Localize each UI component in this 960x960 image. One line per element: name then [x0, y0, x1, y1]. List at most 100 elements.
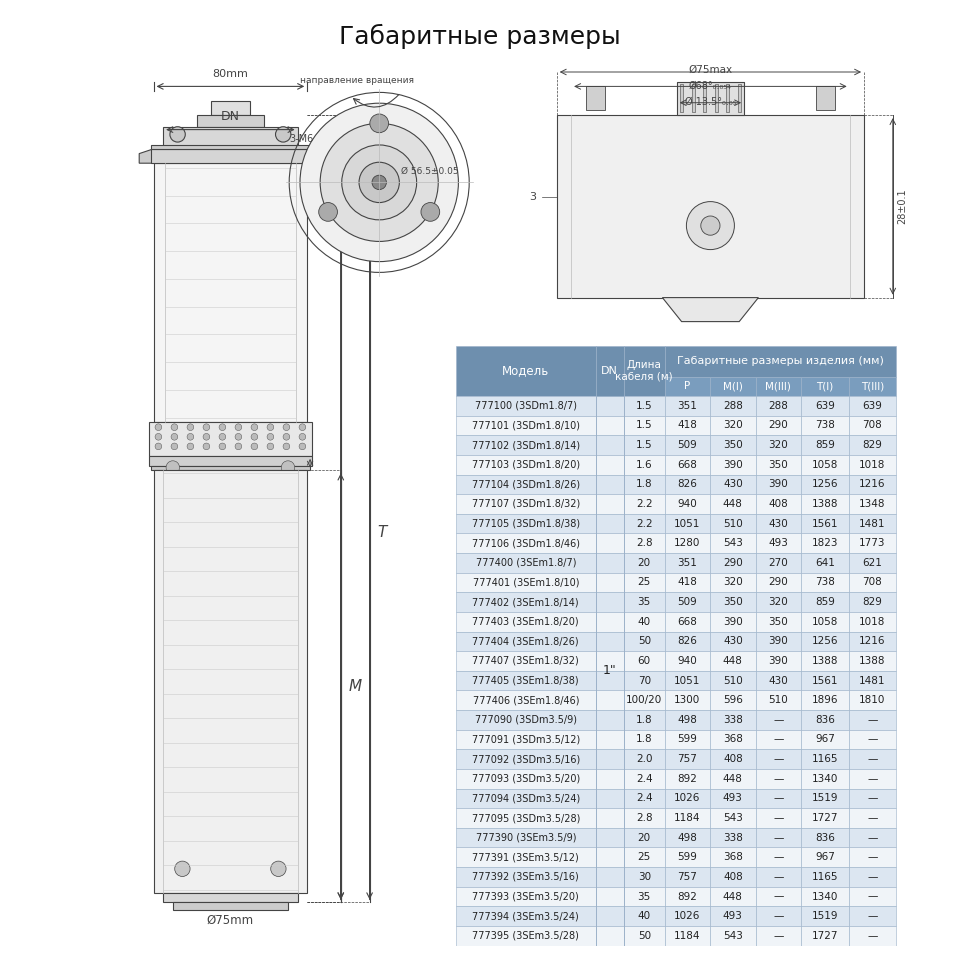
- Bar: [710, 455, 756, 474]
- Text: 2.4: 2.4: [636, 774, 653, 783]
- Bar: [849, 377, 896, 396]
- Bar: [456, 828, 595, 848]
- Text: Длина
кабеля (м): Длина кабеля (м): [615, 360, 673, 382]
- Text: 1": 1": [603, 664, 616, 678]
- Text: 859: 859: [815, 597, 835, 607]
- Text: 338: 338: [723, 715, 743, 725]
- Text: 100/20: 100/20: [626, 695, 662, 706]
- Circle shape: [219, 433, 226, 440]
- Text: 2.2: 2.2: [636, 518, 653, 529]
- Bar: [624, 592, 664, 612]
- Text: 777404 (3SEm1.8/26): 777404 (3SEm1.8/26): [472, 636, 579, 646]
- Bar: [756, 592, 802, 612]
- Text: —: —: [773, 892, 783, 901]
- Bar: [710, 671, 756, 690]
- Bar: [849, 553, 896, 573]
- Text: 1256: 1256: [811, 479, 838, 490]
- Bar: [595, 514, 624, 534]
- Bar: [710, 690, 756, 710]
- Circle shape: [251, 433, 257, 440]
- Bar: [710, 612, 756, 632]
- Bar: [756, 553, 802, 573]
- Text: 1340: 1340: [812, 774, 838, 783]
- Circle shape: [187, 444, 194, 449]
- Text: 30: 30: [637, 872, 651, 882]
- Bar: [802, 632, 849, 651]
- Bar: [595, 730, 624, 750]
- Text: T(III): T(III): [861, 381, 884, 392]
- Bar: [456, 553, 595, 573]
- Text: 738: 738: [815, 420, 835, 430]
- Bar: [710, 396, 756, 416]
- Text: 28±0.1: 28±0.1: [898, 188, 907, 225]
- Text: 777391 (3SEm3.5/12): 777391 (3SEm3.5/12): [472, 852, 579, 862]
- Text: 543: 543: [723, 931, 743, 941]
- Text: 777091 (3SDm3.5/12): 777091 (3SDm3.5/12): [471, 734, 580, 745]
- Text: 390: 390: [723, 616, 743, 627]
- Text: —: —: [773, 911, 783, 922]
- Text: 351: 351: [678, 401, 697, 411]
- Text: —: —: [773, 852, 783, 862]
- Text: 2.2: 2.2: [636, 499, 653, 509]
- Bar: [664, 671, 710, 690]
- Bar: [456, 455, 595, 474]
- Bar: [456, 769, 595, 788]
- Bar: [456, 416, 595, 435]
- Bar: [756, 435, 802, 455]
- Text: 543: 543: [723, 813, 743, 823]
- Text: 288: 288: [723, 401, 743, 411]
- Bar: [154, 470, 307, 893]
- Text: —: —: [773, 872, 783, 882]
- Bar: [595, 926, 624, 946]
- Text: —: —: [867, 734, 877, 745]
- Bar: [197, 115, 264, 127]
- Bar: [624, 671, 664, 690]
- Text: 829: 829: [862, 597, 882, 607]
- Circle shape: [421, 203, 440, 222]
- Text: 2.8: 2.8: [636, 539, 653, 548]
- Text: 390: 390: [723, 460, 743, 469]
- Text: Модель: Модель: [502, 364, 549, 377]
- Text: 40: 40: [637, 616, 651, 627]
- Bar: [456, 346, 595, 396]
- Text: 320: 320: [723, 578, 743, 588]
- Circle shape: [372, 176, 386, 190]
- Text: 1896: 1896: [811, 695, 838, 706]
- Text: 777402 (3SEm1.8/14): 777402 (3SEm1.8/14): [472, 597, 579, 607]
- Text: M: M: [348, 679, 362, 694]
- Text: 967: 967: [815, 734, 835, 745]
- Text: 3-М6: 3-М6: [289, 134, 314, 144]
- Bar: [664, 867, 710, 887]
- Circle shape: [276, 127, 291, 142]
- Circle shape: [219, 444, 226, 449]
- Text: 621: 621: [862, 558, 882, 568]
- Bar: [456, 573, 595, 592]
- Bar: [664, 573, 710, 592]
- Bar: [624, 730, 664, 750]
- Text: —: —: [867, 832, 877, 843]
- Bar: [710, 710, 756, 730]
- Text: 738: 738: [815, 578, 835, 588]
- Bar: [756, 710, 802, 730]
- Bar: [595, 848, 624, 867]
- Text: 418: 418: [678, 578, 697, 588]
- Bar: [802, 848, 849, 867]
- Circle shape: [235, 433, 242, 440]
- Text: 1388: 1388: [811, 656, 838, 666]
- Text: 599: 599: [678, 734, 697, 745]
- Bar: [595, 474, 624, 494]
- Bar: [456, 690, 595, 710]
- Bar: [624, 573, 664, 592]
- Text: 290: 290: [723, 558, 743, 568]
- Text: 1.8: 1.8: [636, 479, 653, 490]
- Bar: [586, 86, 605, 110]
- Bar: [756, 750, 802, 769]
- Text: 836: 836: [815, 715, 835, 725]
- Circle shape: [171, 444, 178, 449]
- Text: Габаритные размеры изделия (мм): Габаритные размеры изделия (мм): [677, 356, 884, 366]
- Text: 510: 510: [723, 676, 743, 685]
- Bar: [710, 494, 756, 514]
- Text: 1561: 1561: [811, 518, 838, 529]
- Bar: [664, 396, 710, 416]
- Bar: [849, 435, 896, 455]
